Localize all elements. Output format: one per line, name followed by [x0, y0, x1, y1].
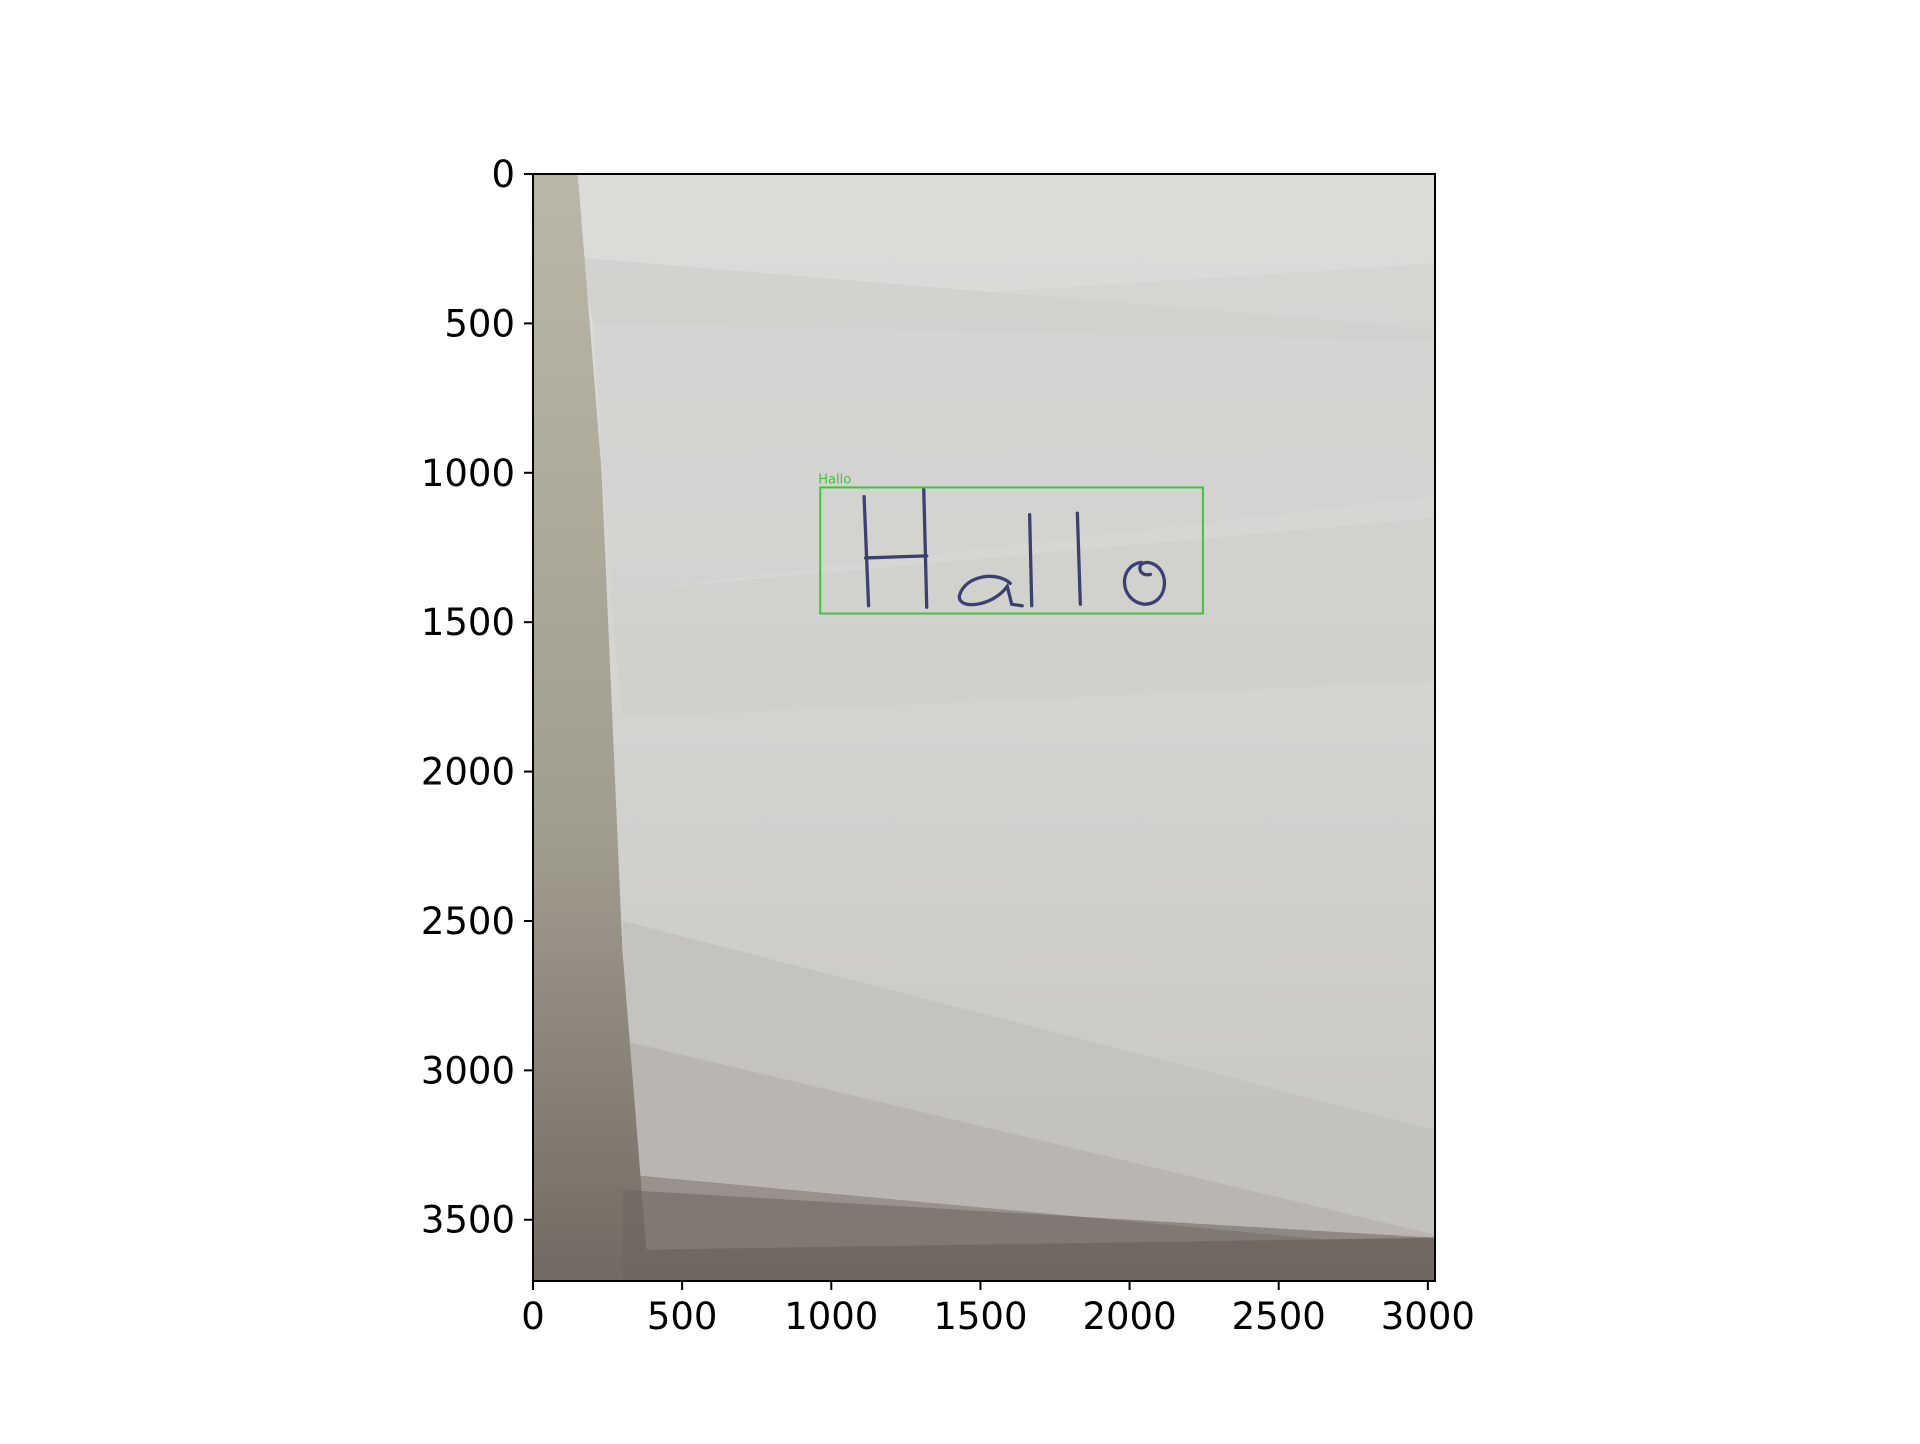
x-tick-label: 3000 [1381, 1295, 1475, 1338]
axes-frame [532, 173, 1436, 1282]
x-tick-label: 500 [647, 1295, 718, 1338]
y-tick-label: 1000 [421, 452, 515, 495]
x-tick-label: 1000 [784, 1295, 878, 1338]
x-tick-label: 2000 [1082, 1295, 1176, 1338]
bounding-box [819, 486, 1204, 615]
y-tick-label: 2000 [421, 751, 515, 794]
y-tick-label: 3000 [421, 1049, 515, 1092]
x-tick-label: 0 [521, 1295, 545, 1338]
photo [533, 174, 1435, 1281]
x-tick-label: 2500 [1232, 1295, 1326, 1338]
y-tick-label: 1500 [421, 601, 515, 644]
x-tick-label: 1500 [933, 1295, 1027, 1338]
y-tick-label: 3500 [421, 1199, 515, 1242]
y-tick-label: 0 [491, 153, 515, 196]
box-label: Hallo [818, 472, 851, 487]
y-tick-label: 500 [444, 302, 515, 345]
y-tick-label: 2500 [421, 900, 515, 943]
